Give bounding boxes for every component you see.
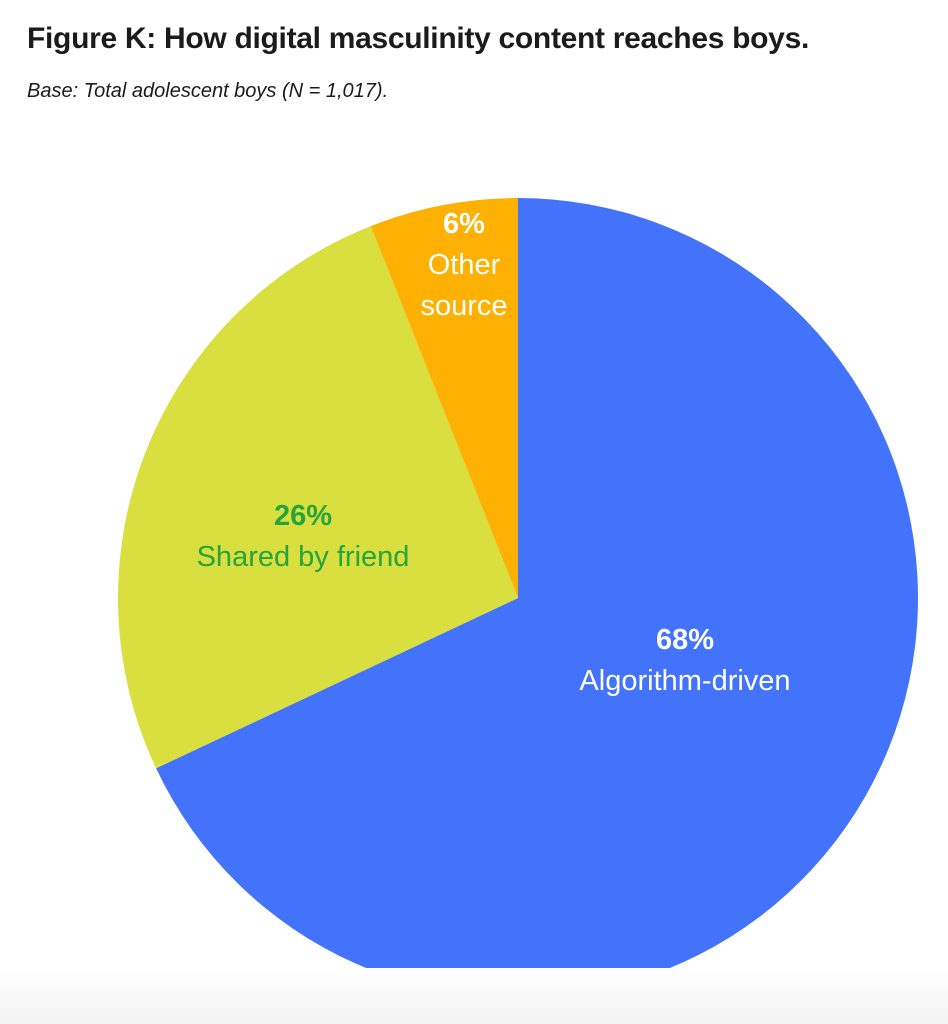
pie-slice-algorithm-driven (156, 198, 918, 998)
pie-slice-shared-by-friend (118, 226, 518, 769)
pie-chart (118, 198, 918, 998)
pie-slice-other-source (370, 198, 518, 598)
slice-percent: 6% (443, 208, 485, 240)
slice-name: Shared by friend (196, 541, 410, 573)
slice-name: Other source (420, 249, 508, 322)
figure-title: Figure K: How digital masculinity conten… (27, 22, 809, 55)
slice-percent: 68% (655, 624, 715, 656)
slice-label-other-source: 6% Other source (398, 204, 530, 327)
slice-name: Algorithm-driven (579, 665, 791, 697)
slice-label-algorithm-driven: 68% Algorithm-driven (525, 620, 845, 702)
slice-percent: 26% (273, 500, 333, 532)
figure-base-note: Base: Total adolescent boys (N = 1,017). (27, 80, 389, 102)
slice-label-shared-by-friend: 26% Shared by friend (143, 496, 463, 578)
